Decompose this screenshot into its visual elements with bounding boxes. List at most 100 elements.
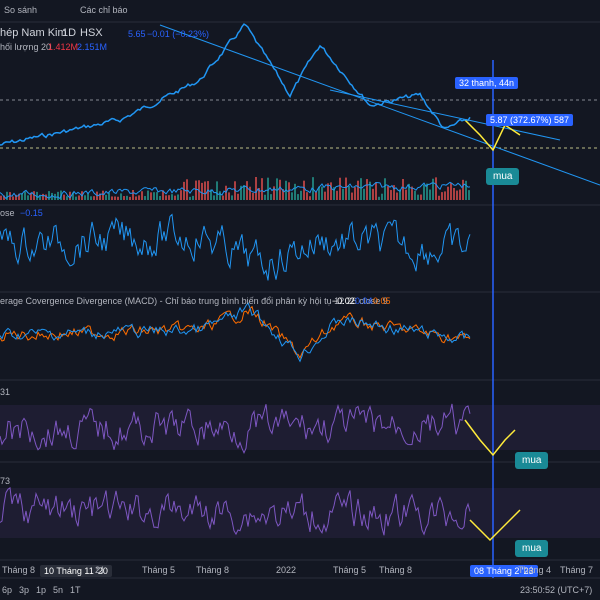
panel-label: erage Covergence Divergence (MACD) - Chỉ… [0, 296, 388, 306]
volume-bar [66, 196, 68, 200]
volume-bar [159, 196, 161, 200]
volume-bar [24, 191, 26, 200]
time-label: Tháng 5 [142, 565, 176, 575]
volume-bar [297, 194, 299, 200]
volume-bar [438, 195, 440, 200]
time-label: Tháng 4 [518, 565, 552, 575]
volume-bar [12, 196, 14, 200]
volume-bar [384, 178, 386, 200]
range-button[interactable]: 6p [2, 585, 13, 595]
panel-value: −0.15 [20, 208, 43, 218]
volume-bar [426, 183, 428, 200]
change: −0.01 (−0.23%) [147, 29, 210, 39]
panel-value: 0.04 [355, 296, 373, 306]
range-button[interactable]: 1T [70, 585, 81, 595]
volume-bar [165, 195, 167, 200]
volume-bar [45, 194, 47, 200]
volume-bar [441, 192, 443, 200]
volume-bar [180, 190, 182, 200]
volume-bar [93, 196, 95, 200]
volume-bar [294, 183, 296, 200]
volume-bar [246, 181, 248, 200]
exchange: HSX [80, 27, 103, 39]
volume-bar [435, 177, 437, 200]
volume-bar [270, 194, 272, 200]
indicators-button[interactable]: Các chỉ báo [80, 5, 128, 15]
volume-bar [201, 182, 203, 200]
volume-bar [465, 180, 467, 200]
volume-bar [123, 196, 125, 200]
volume-bar [300, 190, 302, 200]
volume-bar [375, 182, 377, 200]
compare-button[interactable]: So sánh [4, 5, 38, 15]
volume-bar [444, 191, 446, 200]
volume-bar [420, 194, 422, 200]
band [0, 488, 600, 538]
interval: 1D [62, 27, 77, 39]
range-button[interactable]: 3p [19, 585, 30, 595]
volume-bar [84, 195, 86, 200]
volume-bar [318, 186, 320, 200]
volume-bar [459, 189, 461, 200]
volume-bar [357, 180, 359, 200]
volume-bar [105, 194, 107, 200]
volume-bar [174, 195, 176, 200]
volume-bar [252, 192, 254, 200]
price: 5.65 [128, 29, 146, 39]
volume-bar [78, 195, 80, 200]
volume-bar [327, 183, 329, 200]
volume-bar [243, 185, 245, 200]
volume-bar [345, 177, 347, 200]
series-line [0, 305, 471, 360]
volume-value: 1.412M [48, 42, 79, 52]
volume-bar [129, 196, 131, 200]
clock: 23:50:52 (UTC+7) [520, 585, 593, 595]
volume-bar [216, 181, 218, 200]
volume-bar [156, 192, 158, 200]
volume-bar [405, 189, 407, 200]
volume-bar [189, 196, 191, 200]
volume-bar [402, 179, 404, 200]
volume-bar [336, 190, 338, 200]
volume-bar [339, 177, 341, 200]
panel-label: 73 [0, 476, 11, 486]
trend-line [329, 89, 561, 141]
volume-bar [6, 191, 8, 200]
volume-bar [261, 178, 263, 200]
volume-bar [30, 192, 32, 200]
volume-bar [111, 196, 113, 200]
volume-bar [303, 180, 305, 200]
volume-bar [168, 195, 170, 200]
volume-bar [453, 188, 455, 200]
volume-bar [147, 190, 149, 200]
volume-bar [195, 180, 197, 200]
volume-bar [267, 177, 269, 200]
volume-bar [186, 179, 188, 200]
time-label: 08 Tháng 2 '23 [470, 565, 538, 577]
volume-bar [222, 195, 224, 200]
volume-bar [72, 192, 74, 200]
volume-bar [366, 179, 368, 200]
volume-bar [468, 190, 470, 200]
volume-bar [456, 190, 458, 200]
volume-bar [429, 189, 431, 200]
volume-bar [132, 190, 134, 200]
volume-bar [447, 186, 449, 200]
volume-label: hối lượng 20 [0, 42, 51, 52]
volume-bar [276, 178, 278, 200]
panel-value: 0.05 [373, 296, 391, 306]
volume-bar [42, 193, 44, 200]
volume-bar [333, 187, 335, 200]
volume-value: 2.151M [77, 42, 108, 52]
range-button[interactable]: 5n [53, 585, 64, 595]
projection [464, 119, 521, 152]
volume-bar [3, 195, 5, 200]
range-button[interactable]: 1p [36, 585, 47, 595]
volume-bar [255, 177, 257, 200]
projection [469, 509, 521, 542]
volume-bar [351, 192, 353, 200]
volume-bar [135, 196, 137, 200]
volume-bar [360, 178, 362, 200]
